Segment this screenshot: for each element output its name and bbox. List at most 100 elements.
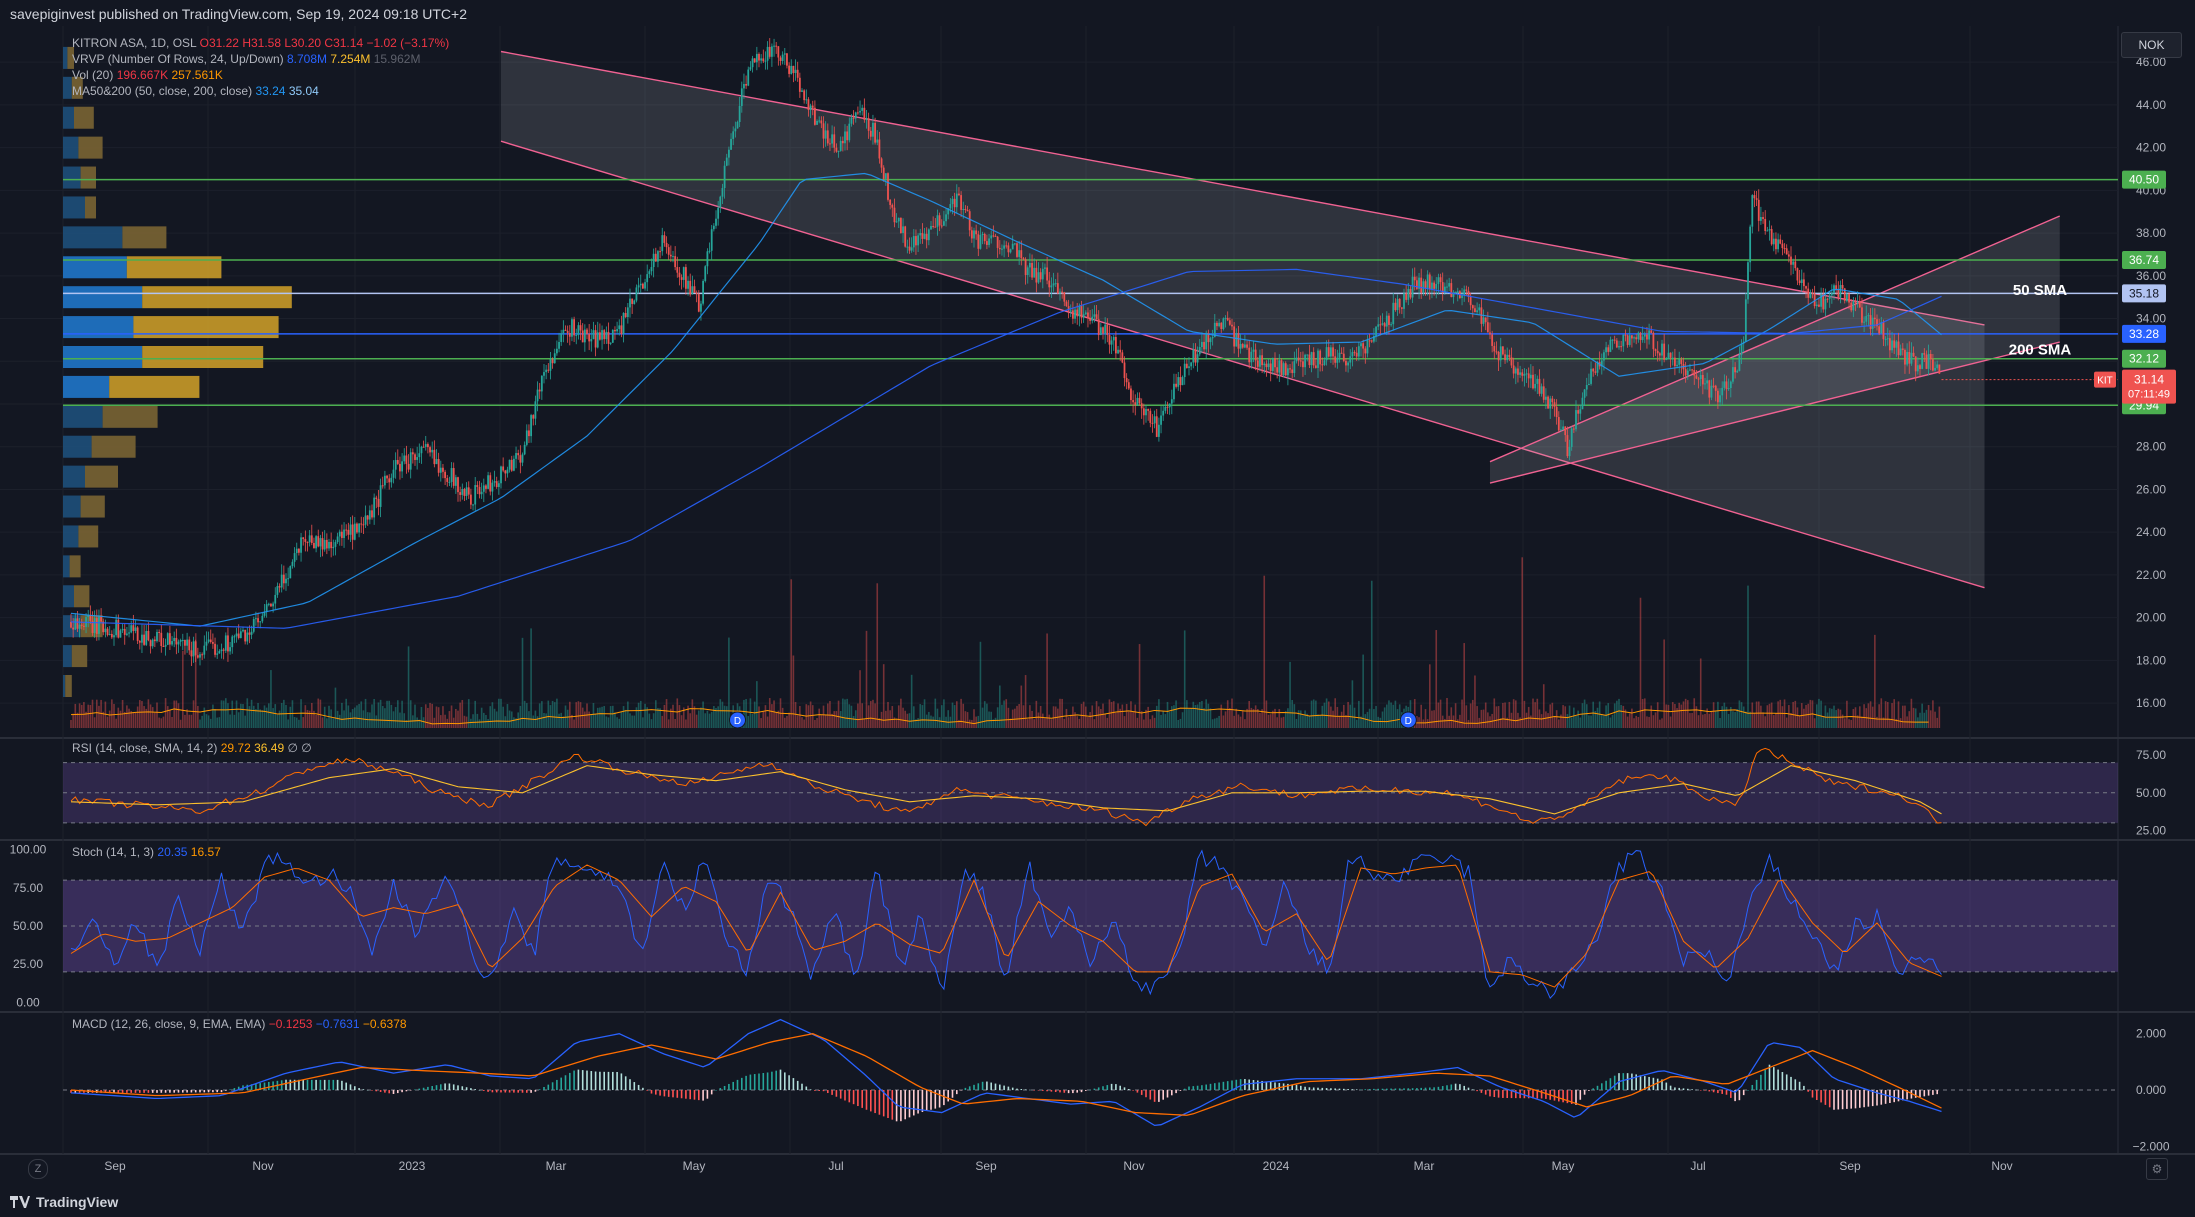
candle-body (1471, 305, 1474, 309)
volume-bar (667, 719, 670, 728)
macd-histogram-bar (1635, 1074, 1637, 1091)
vrvp-up: 8.708M (286, 52, 328, 66)
candle-body (680, 277, 683, 280)
volume-bar (474, 700, 476, 728)
candle-body (596, 332, 599, 348)
macd-histogram-bar (1360, 1089, 1362, 1091)
candle-body (1899, 348, 1902, 356)
candle-body (951, 198, 954, 205)
candle-body (1706, 380, 1709, 384)
macd-histogram-bar (1674, 1087, 1676, 1091)
candle-body (1026, 267, 1029, 275)
volume-bar (326, 718, 328, 728)
macd-histogram-bar (1024, 1089, 1027, 1091)
volume-bar (1392, 704, 1395, 728)
candle-body (743, 84, 745, 89)
macd-histogram-bar (543, 1086, 545, 1091)
tradingview-logo[interactable]: TradingView (10, 1194, 118, 1210)
macd-histogram-bar (999, 1084, 1001, 1091)
candle-body (321, 538, 324, 550)
dividend-marker-icon (1399, 711, 1417, 729)
candle-body (1228, 320, 1231, 325)
volume-bar (1016, 705, 1018, 728)
macd-histogram-bar (1708, 1090, 1711, 1092)
candle-body (95, 618, 98, 634)
macd-histogram-bar (951, 1090, 954, 1098)
candle-body (515, 453, 517, 459)
candle-body (1566, 435, 1569, 457)
macd-histogram-bar (1330, 1088, 1332, 1091)
candle-body (1753, 195, 1756, 199)
macd-histogram-bar (478, 1090, 481, 1091)
time-axis-label: Jul (828, 1159, 843, 1173)
macd-histogram-bar (190, 1090, 193, 1093)
candle-body (1317, 350, 1319, 368)
candle-body (1613, 339, 1616, 341)
volume-bar (1203, 708, 1205, 728)
macd-histogram-bar (1613, 1075, 1616, 1091)
volume-bar (1689, 713, 1691, 728)
volume-bar (725, 706, 728, 728)
volume-bar (704, 713, 707, 728)
macd-histogram-bar (1669, 1085, 1672, 1091)
candle-body (465, 487, 468, 496)
volume-bar (1747, 585, 1749, 728)
volume-bar (1654, 712, 1657, 728)
candle-body (1360, 343, 1362, 347)
timezone-button[interactable]: Z (28, 1159, 48, 1179)
candle-body (1185, 363, 1188, 368)
volume-bar (1547, 713, 1549, 728)
candle-body (766, 46, 769, 61)
candle-body (1065, 301, 1068, 307)
volume-bar (596, 707, 599, 728)
volume-bar (837, 700, 840, 728)
volume-bar (119, 710, 122, 728)
volume-bar (887, 701, 889, 728)
volume-bar (592, 703, 595, 728)
volume-bar (560, 712, 562, 728)
volume-bar (1884, 701, 1887, 728)
candle-body (1465, 289, 1468, 291)
candle-body (1904, 349, 1906, 365)
volume-bar (936, 708, 939, 728)
macd-histogram-bar (1265, 1081, 1268, 1091)
volume-bar (188, 714, 191, 728)
candle-body (560, 333, 563, 342)
volume-bar (547, 700, 550, 728)
gear-icon[interactable]: ⚙ (2146, 1158, 2168, 1180)
volume-bar (143, 706, 145, 728)
candle-body (396, 460, 399, 464)
price-tick-label: 34.00 (2136, 312, 2166, 326)
macd-histogram-bar (293, 1079, 296, 1091)
candle-body (1770, 229, 1773, 245)
candle-body (493, 481, 496, 483)
macd-histogram-bar (298, 1079, 300, 1091)
volume-bar (788, 712, 790, 728)
volume-bar (979, 641, 982, 728)
candle-body (489, 475, 492, 492)
candle-body (646, 274, 649, 283)
volume-bar (1798, 715, 1801, 728)
candle-body (592, 330, 595, 340)
candle-body (1263, 363, 1266, 366)
candle-body (1727, 388, 1730, 390)
volume-bar (648, 713, 651, 728)
candle-body (1484, 317, 1487, 323)
macd-hist-value: −0.1253 (268, 1017, 313, 1031)
candle-body (123, 628, 126, 635)
candle-body (1813, 293, 1816, 307)
volume-bar (850, 705, 853, 728)
candle-body (1061, 291, 1064, 293)
volume-bar (1325, 698, 1328, 728)
candle-body (695, 292, 698, 295)
currency-button[interactable]: NOK (2121, 32, 2182, 58)
volume-bar (1816, 704, 1818, 728)
volume-bar (1381, 711, 1384, 728)
candle-body (1304, 354, 1306, 368)
candle-body (1104, 324, 1107, 334)
volume-bar (878, 718, 881, 728)
candle-body (590, 339, 593, 342)
volume-bar (642, 717, 644, 728)
volume-bar (1618, 698, 1620, 728)
